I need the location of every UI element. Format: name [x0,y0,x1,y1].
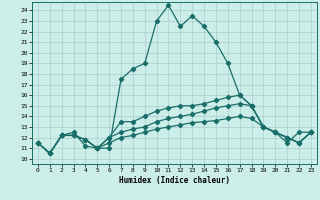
X-axis label: Humidex (Indice chaleur): Humidex (Indice chaleur) [119,176,230,185]
